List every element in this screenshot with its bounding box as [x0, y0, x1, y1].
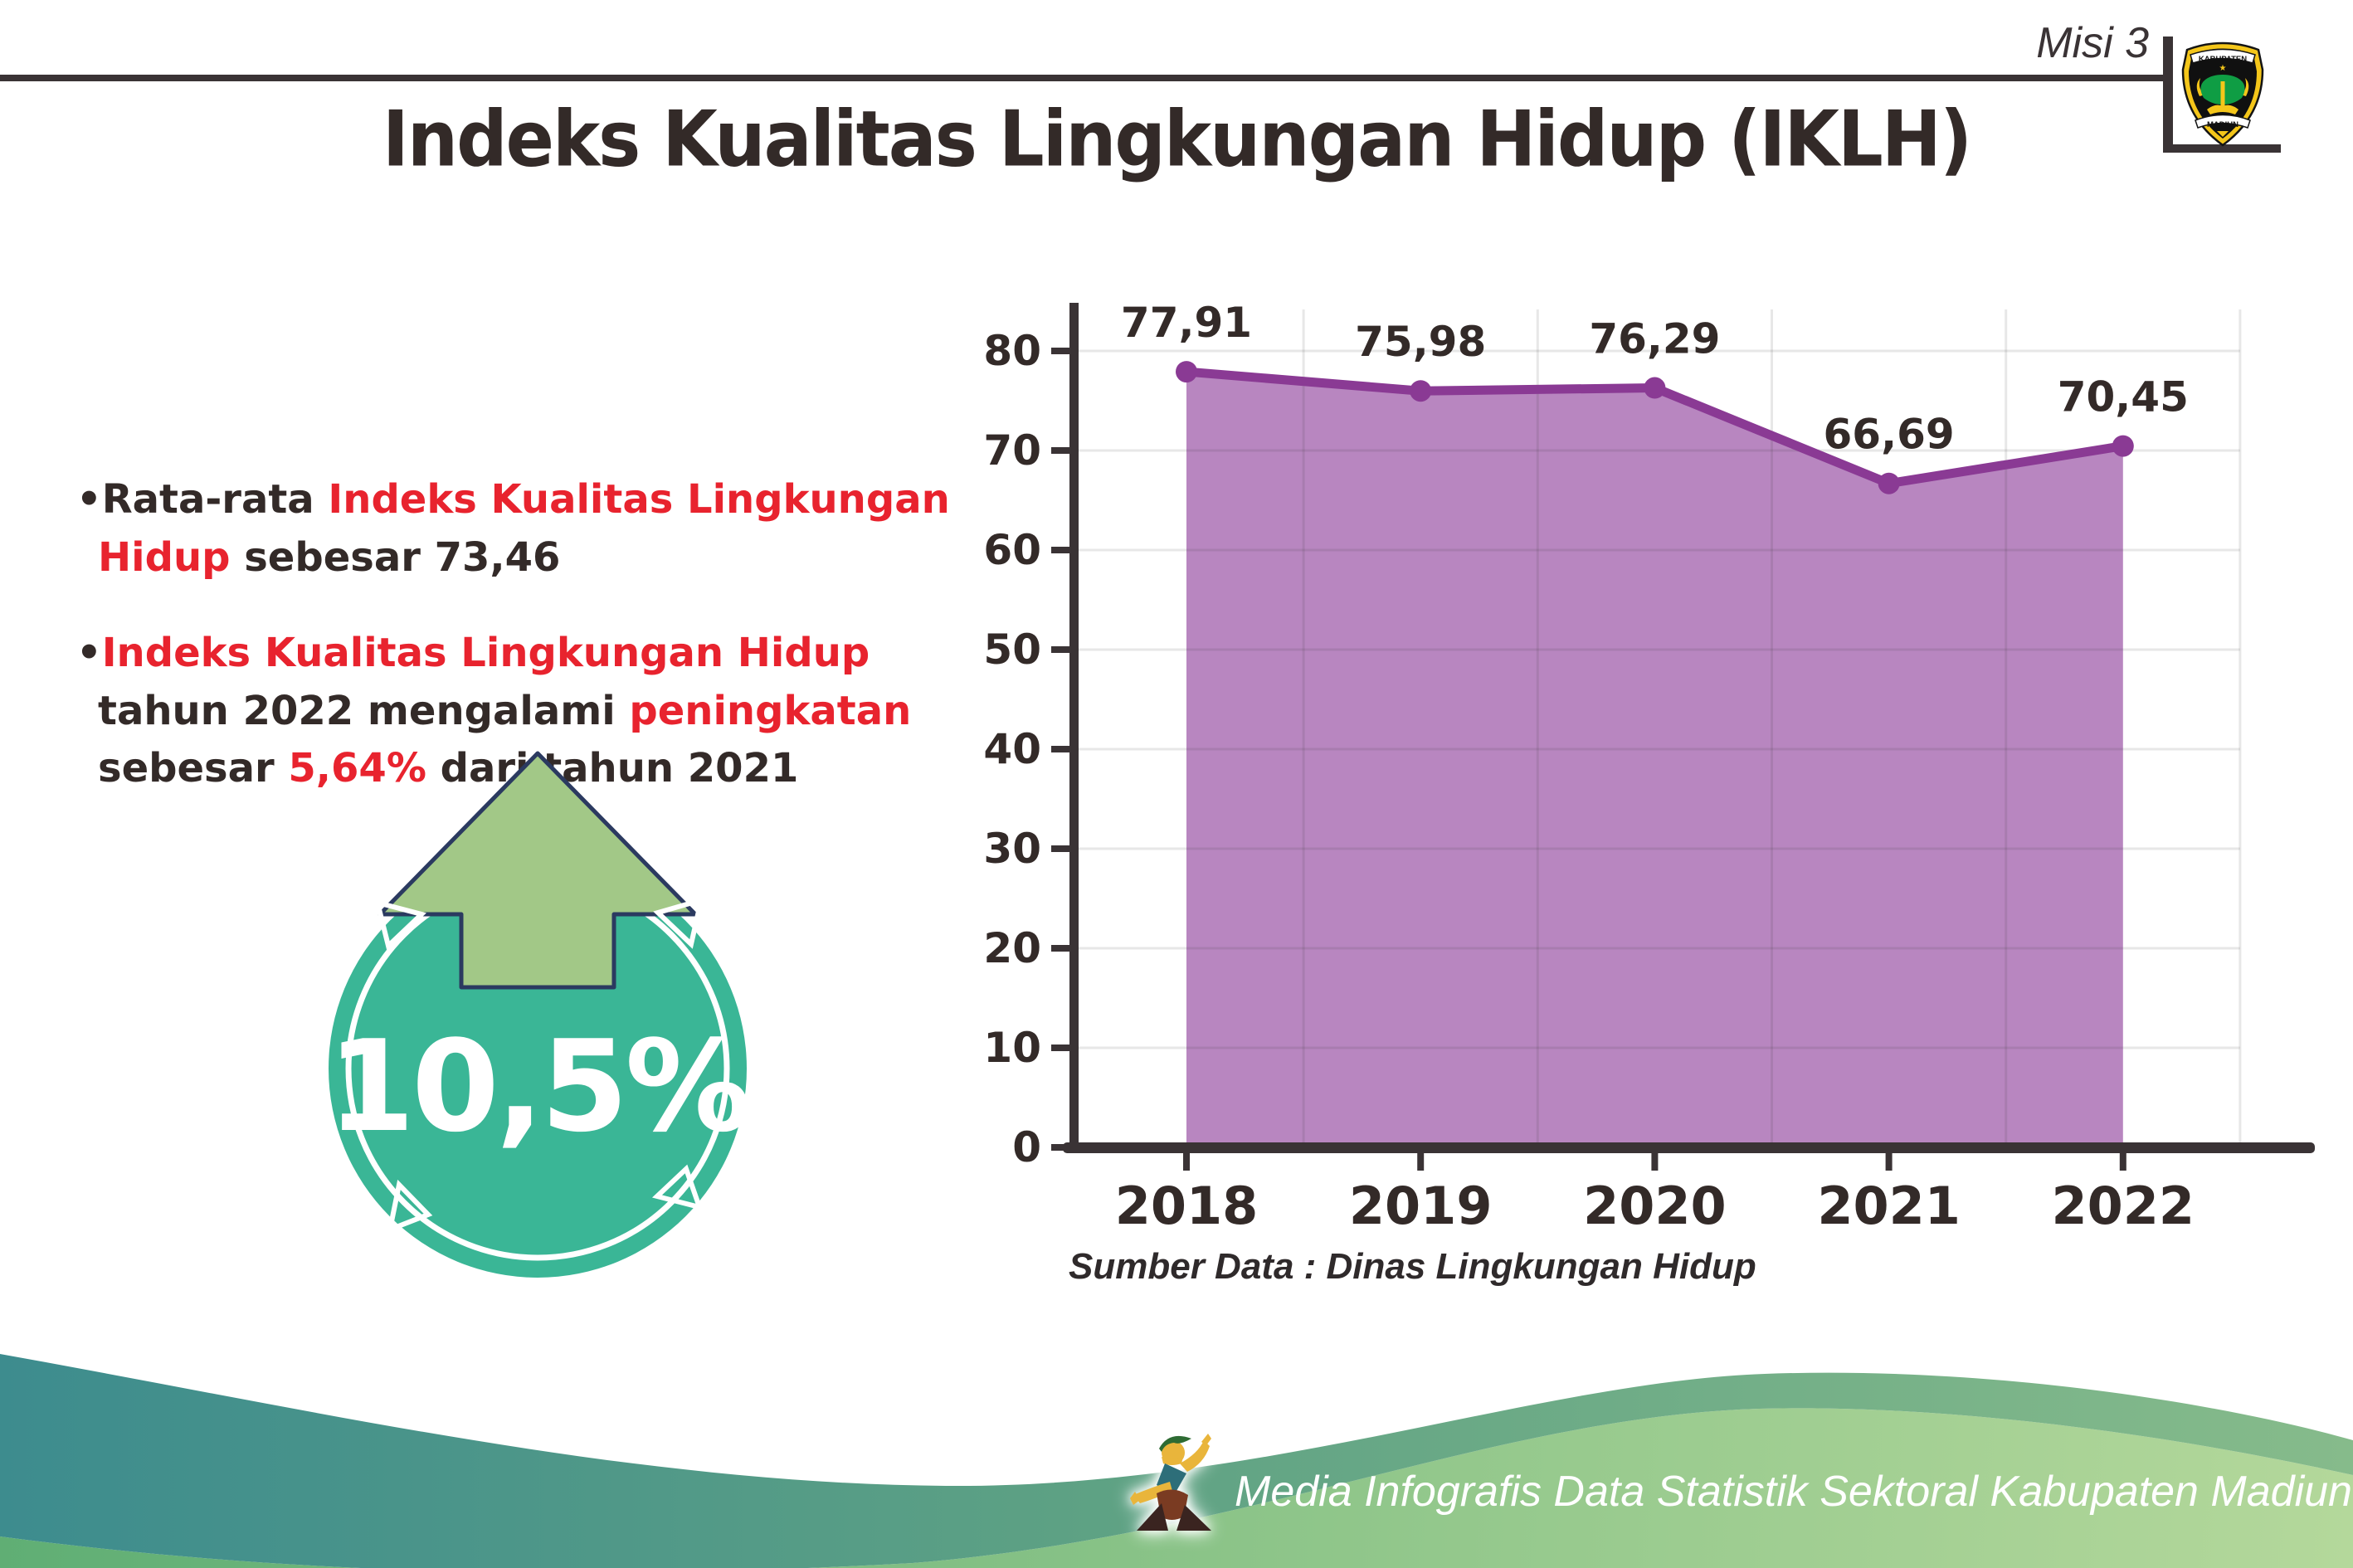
- data-point-label: 66,69: [1824, 411, 1955, 459]
- data-point: [1878, 472, 1900, 494]
- y-axis-line: [1069, 303, 1079, 1152]
- x-tick-label: 2022: [2052, 1176, 2195, 1236]
- bullet-segment: Indeks Kualitas Lingkungan Hidup: [98, 476, 950, 581]
- bullet-segment: 5,64%: [288, 745, 426, 792]
- area-fill: [1186, 372, 2123, 1147]
- x-axis-line: [1063, 1142, 2315, 1153]
- y-tick-label: 10: [983, 1024, 1041, 1072]
- y-tick-label: 80: [983, 327, 1041, 375]
- iklh-area-chart: 77,91 75,98 76,29 66,69 70,45 0 10 20 30 40 50 60 70…: [983, 299, 2315, 1236]
- y-tick-label: 50: [983, 626, 1041, 674]
- key-findings-list: •Rata-rata Indeks Kualitas Lingkungan Hi…: [76, 471, 964, 836]
- bullet-item-1: •Rata-rata Indeks Kualitas Lingkungan Hi…: [76, 471, 964, 587]
- data-point: [1644, 377, 1666, 399]
- kabupaten-madiun-logo: KABUPATEN ★ MADIUN: [2181, 41, 2264, 147]
- svg-text:★: ★: [2219, 64, 2227, 73]
- y-tick-label: 60: [983, 526, 1041, 574]
- data-point-label: 76,29: [1589, 315, 1720, 363]
- data-point: [2112, 435, 2134, 457]
- header-divider-line: [0, 75, 2164, 81]
- data-point-label: 70,45: [2058, 373, 2189, 421]
- bullet-segment: sebesar 73,46: [230, 533, 561, 581]
- increase-badge: 10,5%: [327, 751, 752, 1278]
- footer-wave-decoration: [0, 1354, 2353, 1568]
- data-source-note: Sumber Data : Dinas Lingkungan Hidup: [1069, 1246, 1756, 1287]
- bullet-marker: •: [76, 476, 102, 523]
- y-tick-label: 70: [983, 426, 1041, 475]
- up-arrow-icon: [378, 751, 698, 990]
- badge-circle: [329, 859, 747, 1278]
- badge-value: 10,5%: [327, 1013, 748, 1160]
- y-tick-label: 0: [1012, 1123, 1041, 1171]
- footer-caption: Media Infografis Data Statistik Sektoral…: [1235, 1468, 2353, 1516]
- x-tick-label: 2019: [1349, 1176, 1493, 1236]
- y-tick-label: 30: [983, 825, 1041, 873]
- data-point: [1410, 380, 1432, 402]
- x-tick-label: 2018: [1115, 1176, 1259, 1236]
- data-point-label: 75,98: [1355, 318, 1486, 366]
- bullet-segment: Rata-rata: [101, 476, 329, 523]
- logo-bottom-text: MADIUN: [2207, 120, 2239, 129]
- page-title: Indeks Kualitas Lingkungan Hidup (IKLH): [382, 95, 1972, 184]
- bullet-segment: tahun 2022 mengalami: [98, 687, 630, 734]
- x-tick-label: 2020: [1583, 1176, 1727, 1236]
- bullet-segment: Indeks Kualitas Lingkungan Hidup: [101, 630, 870, 677]
- bullet-segment: dari tahun 2021: [426, 745, 799, 792]
- data-point: [1176, 361, 1197, 383]
- y-tick-label: 20: [983, 924, 1041, 972]
- bullet-segment: sebesar: [98, 745, 289, 792]
- mascot-dancer-icon: [1130, 1434, 1211, 1531]
- y-tick-label: 40: [983, 725, 1041, 773]
- bullet-item-2: •Indeks Kualitas Lingkungan Hidup tahun …: [76, 625, 964, 798]
- bullet-segment: peningkatan: [629, 687, 912, 734]
- bullet-marker: •: [76, 630, 102, 677]
- logo-top-text: KABUPATEN: [2199, 55, 2247, 64]
- x-tick-label: 2021: [1817, 1176, 1961, 1236]
- data-point-label: 77,91: [1121, 299, 1252, 347]
- misi-label: Misi 3: [2036, 19, 2149, 67]
- logo-frame-foot: [2163, 144, 2281, 153]
- logo-frame-vertical: [2163, 37, 2173, 153]
